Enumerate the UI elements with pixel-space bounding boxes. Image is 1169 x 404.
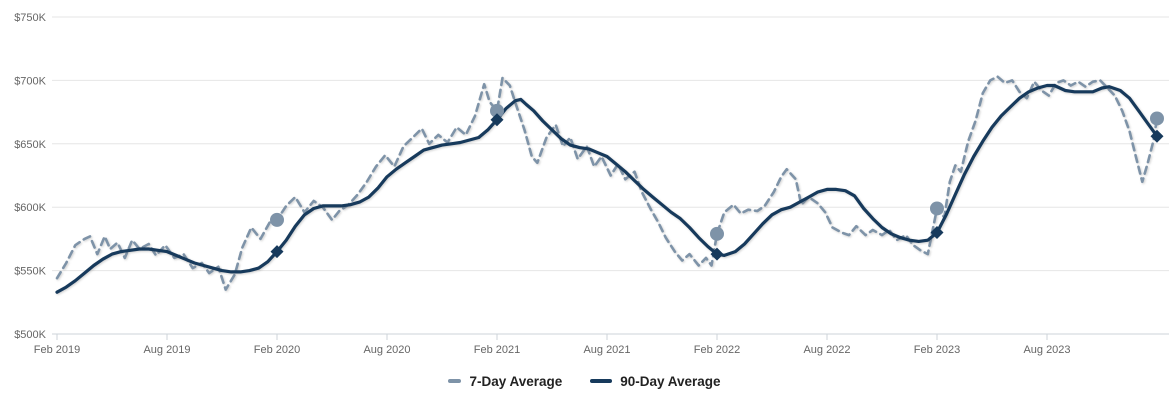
x-tick-label: Feb 2021	[474, 344, 520, 356]
marker-diamond-icon[interactable]	[710, 247, 724, 261]
90-day-average-line-swatch-icon	[590, 379, 613, 383]
marker-circle-icon[interactable]	[489, 103, 504, 118]
y-tick-label: $650K	[14, 139, 46, 151]
chart-legend: 7-Day Average 90-Day Average	[0, 368, 1169, 394]
y-tick-label: $550K	[14, 266, 46, 278]
marker-diamond-icon[interactable]	[490, 113, 504, 127]
x-tick-label: Feb 2022	[694, 344, 740, 356]
x-tick-label: Feb 2023	[914, 344, 960, 356]
marker-circle-icon[interactable]	[269, 212, 284, 227]
legend-item-7-day-average[interactable]: 7-Day Average	[448, 374, 562, 389]
legend-label-90-day-average: 90-Day Average	[620, 373, 721, 389]
x-tick-label: Aug 2022	[803, 344, 850, 356]
y-tick-label: $500K	[14, 329, 46, 341]
x-tick-label: Aug 2019	[143, 344, 190, 356]
marker-circle-icon[interactable]	[929, 201, 944, 216]
x-tick-label: Aug 2023	[1023, 344, 1070, 356]
marker-diamond-icon[interactable]	[270, 245, 284, 259]
x-tick-label: Aug 2021	[583, 344, 630, 356]
x-tick-label: Feb 2019	[34, 344, 80, 356]
marker-circle-icon[interactable]	[1149, 111, 1164, 126]
y-tick-label: $750K	[14, 12, 46, 24]
7-day-average-line-swatch-icon	[448, 379, 462, 383]
legend-item-90-day-average[interactable]: 90-Day Average	[590, 373, 721, 389]
marker-circle-icon[interactable]	[709, 226, 724, 241]
series-line-7-day-average[interactable]	[55, 75, 1159, 291]
legend-label-7-day-average: 7-Day Average	[469, 373, 563, 389]
x-tick-label: Feb 2020	[254, 344, 300, 356]
y-tick-label: $600K	[14, 202, 46, 214]
x-tick-label: Aug 2020	[363, 344, 410, 356]
marker-diamond-icon[interactable]	[930, 226, 944, 240]
series-line-90-day-average[interactable]	[55, 83, 1159, 294]
y-tick-label: $700K	[14, 75, 46, 87]
marker-diamond-icon[interactable]	[1150, 129, 1164, 143]
